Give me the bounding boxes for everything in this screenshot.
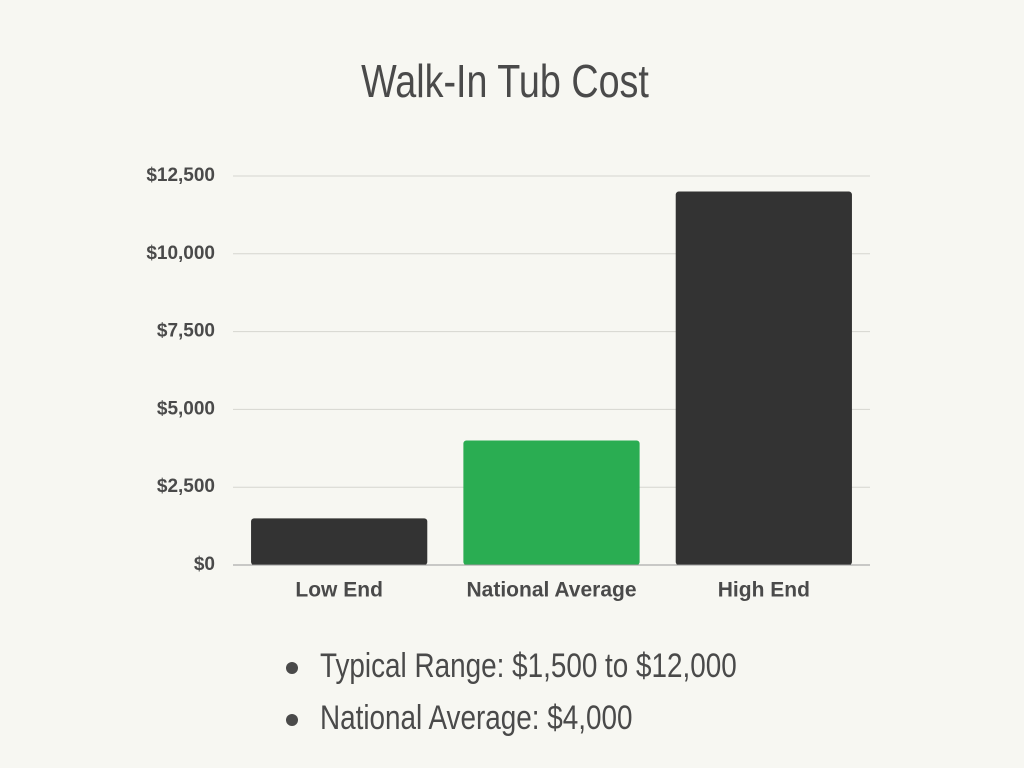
y-tick-label: $7,500: [157, 321, 215, 342]
x-tick-label: High End: [718, 579, 810, 602]
y-tick-label: $10,000: [146, 243, 215, 264]
note: Typical Range: $1,500 to $12,000: [320, 646, 737, 684]
note: National Average: $4,000: [320, 698, 632, 736]
y-tick-label: $2,500: [157, 476, 215, 497]
y-tick-label: $12,500: [146, 165, 215, 186]
bullet: [286, 714, 298, 726]
chart-title: Walk-In Tub Cost: [361, 56, 649, 107]
bar: [675, 191, 852, 565]
bar: [251, 518, 428, 565]
bullet: [286, 662, 298, 674]
y-tick-label: $5,000: [157, 398, 215, 419]
x-tick-label: National Average: [467, 579, 637, 602]
bar: [463, 440, 640, 565]
y-tick-label: $0: [194, 554, 215, 575]
x-tick-label: Low End: [295, 579, 383, 602]
